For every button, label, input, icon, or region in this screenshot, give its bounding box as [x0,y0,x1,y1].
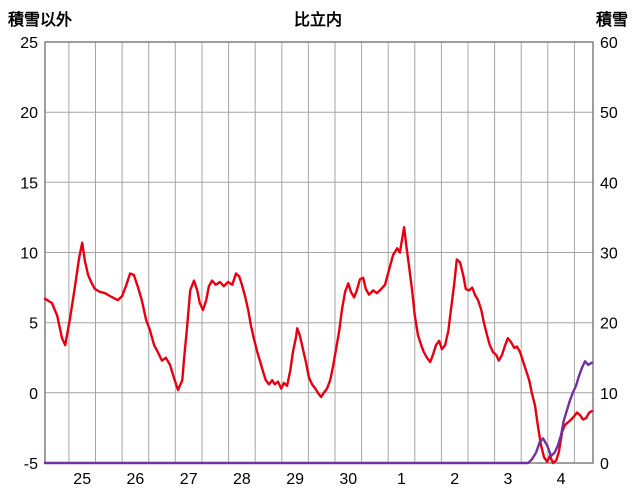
x-tick-label: 29 [286,471,304,488]
right-tick-label: 40 [600,175,618,192]
x-tick-label: 1 [397,471,406,488]
left-tick-label: -5 [24,456,38,473]
x-tick-label: 4 [557,471,566,488]
right-tick-label: 10 [600,386,618,403]
x-tick-label: 25 [73,471,91,488]
x-tick-label: 27 [180,471,198,488]
x-tick-label: 2 [450,471,459,488]
right-tick-label: 60 [600,35,618,52]
left-tick-label: 0 [29,386,38,403]
series-red-left-axis [43,225,594,465]
series-purple-right-axis [43,360,594,465]
right-tick-label: 20 [600,316,618,333]
left-tick-label: 5 [29,316,38,333]
x-tick-label: 3 [503,471,512,488]
left-axis-title: 積雪以外 [8,12,73,29]
right-axis-title: 積雪 [595,12,628,29]
x-tick-label: 30 [339,471,357,488]
right-tick-label: 0 [600,456,609,473]
left-tick-label: 10 [20,246,38,263]
x-tick-label: 28 [233,471,251,488]
chart-title: 比立内 [293,12,342,29]
x-tick-label: 26 [127,471,145,488]
right-tick-label: 50 [600,105,618,122]
left-tick-label: 20 [20,105,38,122]
left-tick-label: 15 [20,175,38,192]
left-tick-label: 25 [20,35,38,52]
right-tick-label: 30 [600,246,618,263]
